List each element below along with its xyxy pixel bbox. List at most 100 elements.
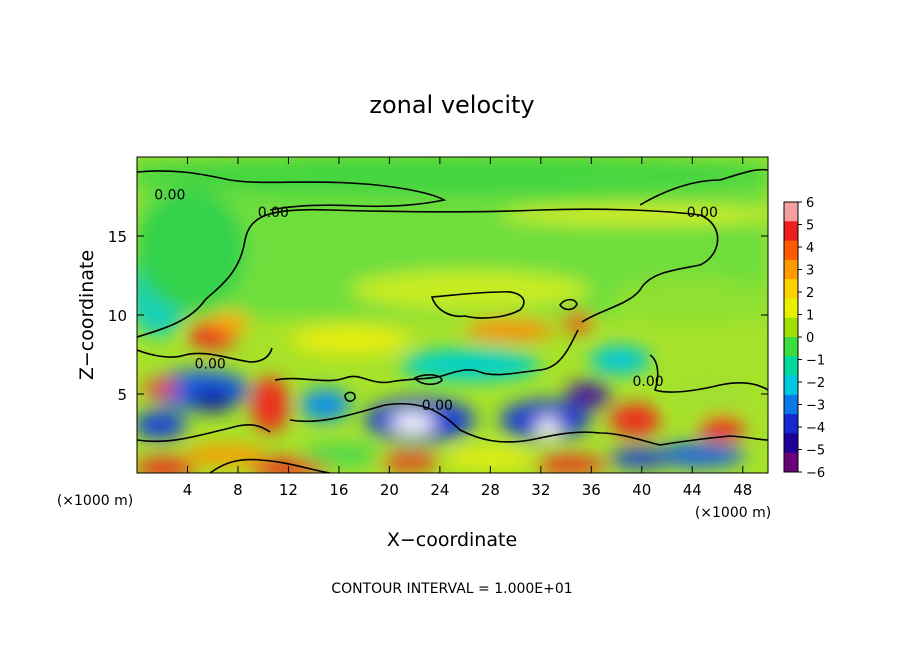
x-axis: 4 8 12 16 20 24 28 32 36 40 44 48 xyxy=(183,157,752,499)
field-blue-b xyxy=(300,389,350,421)
contour-interval-footer: CONTOUR INTERVAL = 1.000E+01 xyxy=(331,581,572,597)
field-white-d xyxy=(536,418,560,438)
field-bottom-green xyxy=(300,443,380,467)
y-tick-label: 10 xyxy=(108,307,127,325)
x-tick-label: 40 xyxy=(632,481,651,499)
colorbar-swatch xyxy=(784,317,798,338)
field-bottom-red-d xyxy=(535,456,605,473)
field-left-green xyxy=(137,190,245,310)
zero-contour-mid-small xyxy=(413,374,443,386)
colorbar-swatch xyxy=(784,337,798,357)
colorbar-label: 5 xyxy=(806,219,814,234)
colorbar-label: −3 xyxy=(806,399,825,414)
field-bottom-orange xyxy=(185,445,265,465)
x-tick-label: 4 xyxy=(183,481,193,499)
field-red-e xyxy=(610,404,660,436)
zero-contour-upper-right xyxy=(639,168,768,206)
zero-contour-right-lobe xyxy=(649,354,768,393)
y-tick-label: 15 xyxy=(108,228,127,246)
zero-contour-bottom xyxy=(209,458,331,473)
field-right-mid-green xyxy=(610,275,768,325)
contour-label: 0.00 xyxy=(687,205,718,221)
x-tick-label: 20 xyxy=(380,481,399,499)
x-tick-label: 16 xyxy=(329,481,348,499)
x-tick-label: 32 xyxy=(531,481,550,499)
field-orange-streak xyxy=(465,320,555,340)
y-tick-label: 5 xyxy=(117,386,127,404)
colorbar-label: −2 xyxy=(806,376,825,391)
contour-label: 0.00 xyxy=(422,398,453,414)
colorbar-label: −5 xyxy=(806,444,825,459)
chart-title: zonal velocity xyxy=(369,91,534,119)
zero-contour-blob-low xyxy=(344,391,356,402)
x-units-right: (×1000 m) xyxy=(695,505,771,521)
colorbar-swatch xyxy=(784,433,798,454)
field-red-f xyxy=(700,416,744,440)
colorbar-swatch xyxy=(784,221,798,242)
colorbar-swatch xyxy=(784,394,798,415)
colorbar-swatch xyxy=(784,414,798,434)
field-bottom-red-c xyxy=(380,454,440,470)
colorbar-label: 3 xyxy=(806,264,814,279)
x-units-left: (×1000 m) xyxy=(57,493,133,509)
zero-contour-lower-left xyxy=(137,423,271,443)
colorbar-swatch xyxy=(784,298,798,319)
zero-contour-lower-center xyxy=(289,402,768,446)
colorbar-label: 1 xyxy=(806,309,814,324)
field-cyan-right xyxy=(590,346,650,374)
zero-contour-main-lobe xyxy=(137,208,719,338)
colorbar-swatch xyxy=(784,279,798,299)
field-orange-a xyxy=(212,312,248,332)
field-red-low-left xyxy=(142,380,178,396)
field-top-green-band xyxy=(137,157,768,197)
colorbar-swatch xyxy=(784,202,798,222)
field-bottom-red-left xyxy=(137,458,195,473)
zero-contour-small-loop xyxy=(559,298,578,311)
x-tick-label: 12 xyxy=(279,481,298,499)
contour-label: 0.00 xyxy=(154,188,185,204)
x-tick-label: 24 xyxy=(430,481,449,499)
velocity-field xyxy=(137,157,768,473)
colorbar: 6 5 4 3 2 1 0 −1 −2 −3 −4 −5 −6 xyxy=(783,196,825,481)
field-white-c xyxy=(391,413,435,433)
contour-label: 0.00 xyxy=(195,357,226,373)
colorbar-label: 0 xyxy=(806,331,814,346)
colorbar-swatch xyxy=(784,240,798,261)
field-blue-f xyxy=(655,443,745,467)
field-center-yellow xyxy=(350,270,590,310)
x-tick-label: 48 xyxy=(733,481,752,499)
zero-contours xyxy=(137,168,768,473)
colorbar-label: −1 xyxy=(806,354,825,369)
field-purple-d xyxy=(566,381,610,409)
x-axis-label: X−coordinate xyxy=(387,529,517,551)
colorbar-label: −4 xyxy=(806,421,825,436)
colorbar-swatch xyxy=(784,356,798,377)
colorbar-label: 6 xyxy=(806,196,814,211)
plot-area: 0.00 0.00 0.00 0.00 0.00 0.00 xyxy=(137,157,768,473)
field-right-yellow-band xyxy=(500,206,768,224)
field-bottom-yellow xyxy=(445,448,535,468)
colorbar-label: −6 xyxy=(806,466,825,481)
colorbar-swatch xyxy=(784,452,798,473)
field-red-streak xyxy=(563,313,593,331)
zero-contour-mid-center xyxy=(274,329,579,384)
field-red-b xyxy=(252,377,288,433)
field-blue-low-left xyxy=(137,411,186,439)
zero-contour-top xyxy=(137,170,447,211)
field-bottom-blue-e xyxy=(610,448,670,468)
colorbar-swatch xyxy=(784,375,798,396)
x-tick-label: 8 xyxy=(233,481,243,499)
field-darkblue-left xyxy=(191,388,235,412)
x-tick-label: 28 xyxy=(481,481,500,499)
x-tick-label: 44 xyxy=(683,481,702,499)
zero-contour-center-island xyxy=(430,290,525,319)
contour-labels: 0.00 0.00 0.00 0.00 0.00 0.00 xyxy=(154,188,718,414)
field-cyan-mid xyxy=(400,349,540,381)
colorbar-swatch xyxy=(784,259,798,280)
contour-label: 0.00 xyxy=(633,374,664,390)
y-axis: 5 10 15 xyxy=(108,228,768,404)
colorbar-label: 4 xyxy=(806,241,814,256)
field-green-right xyxy=(670,379,750,411)
colorbar-label: 2 xyxy=(806,286,814,301)
